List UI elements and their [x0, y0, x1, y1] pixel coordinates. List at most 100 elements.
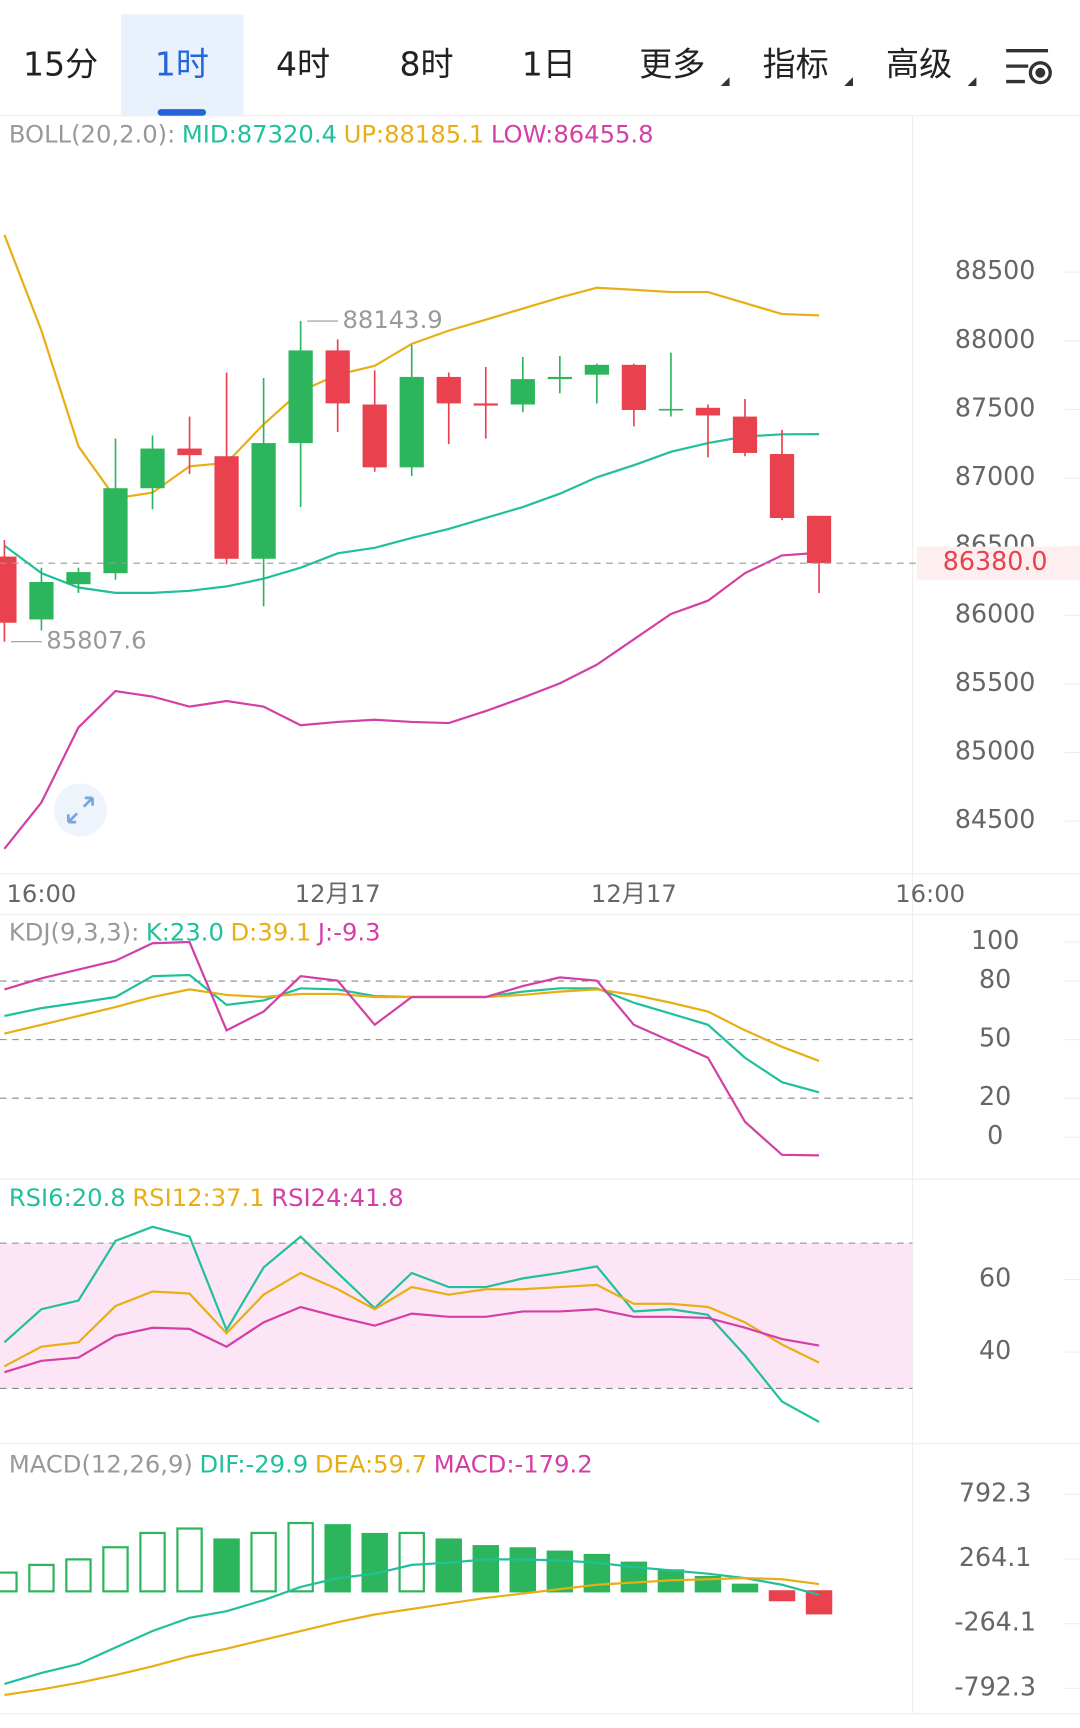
indicator-line: [3, 1271, 820, 1368]
tab[interactable]: 1时: [155, 45, 209, 84]
icon-arrows: [66, 796, 94, 824]
tab[interactable]: 15分: [23, 45, 98, 84]
legend-entry: RSI6:20.8: [9, 1183, 126, 1212]
y-tick-label: 50: [979, 1023, 1011, 1053]
icon-gear: [1028, 61, 1052, 85]
tab[interactable]: 高级: [886, 45, 952, 84]
macd-bar: [546, 1550, 574, 1593]
selected-tab-underline: [157, 109, 207, 116]
macd-bar: [139, 1531, 166, 1593]
candle-body: [0, 556, 17, 623]
x-tick-label: 16:00: [895, 879, 965, 908]
settings-icon[interactable]: [1006, 49, 1052, 85]
tab[interactable]: 8时: [399, 45, 453, 84]
last-price-box: [916, 546, 1080, 580]
y-tick-label: 0: [987, 1120, 1003, 1150]
candle-body: [732, 416, 758, 453]
y-tick-label: -792.3: [954, 1671, 1036, 1701]
y-tick-label: 85000: [955, 736, 1036, 766]
candle-body: [399, 376, 424, 468]
candle-body: [473, 403, 498, 406]
y-tick-label: 20: [979, 1081, 1011, 1111]
indicator-line: [3, 234, 820, 500]
y-tick-label: 85500: [955, 667, 1036, 697]
macd-bar: [28, 1563, 55, 1593]
tab[interactable]: 4时: [276, 45, 330, 84]
expand-icon[interactable]: [54, 783, 107, 837]
legend-entry: UP:88185.1: [344, 120, 485, 149]
macd-bar: [694, 1575, 722, 1593]
legend-title: KDJ(9,3,3):: [9, 917, 139, 946]
macd-bar: [472, 1545, 500, 1593]
macd-bar: [398, 1531, 425, 1593]
candle-body: [29, 581, 54, 620]
legend-entry: MACD:-179.2: [434, 1450, 593, 1479]
macd-bar: [287, 1521, 314, 1593]
legend: KDJ(9,3,3): K:23.0 D:39.1 J:-9.3: [9, 917, 381, 946]
candle-body: [288, 350, 313, 444]
candle-body: [510, 379, 535, 405]
candle-body: [251, 443, 276, 559]
legend-entry: RSI24:41.8: [271, 1183, 403, 1212]
macd-bar: [0, 1571, 18, 1593]
last-price-label: 86380.0: [943, 546, 1048, 576]
candle-body: [177, 448, 202, 456]
icon-bg: [54, 783, 107, 837]
x-tick-label: 12月17: [295, 879, 381, 908]
macd-bar: [65, 1558, 92, 1593]
candle-body: [806, 515, 832, 564]
candle-body: [362, 404, 387, 468]
indicator-line: [3, 551, 820, 850]
y-tick-label: 792.3: [959, 1477, 1032, 1507]
macd-bar: [509, 1547, 537, 1593]
candle-body: [621, 364, 647, 410]
indicator-line: [3, 1225, 820, 1423]
legend: MACD(12,26,9) DIF:-29.9 DEA:59.7 MACD:-179.…: [9, 1450, 593, 1479]
y-tick-label: 60: [979, 1262, 1011, 1292]
dropdown-triangle: [844, 77, 853, 86]
y-tick-label: 80: [979, 964, 1011, 994]
macd-bar: [213, 1538, 240, 1593]
macd-bar: [176, 1527, 203, 1593]
legend: RSI6:20.8 RSI12:37.1 RSI24:41.8: [9, 1183, 404, 1212]
legend-entry: D:39.1: [231, 917, 312, 946]
macd-bar: [324, 1524, 351, 1593]
candle-body: [658, 408, 684, 411]
y-tick-label: 40: [979, 1335, 1011, 1365]
macd-bar: [731, 1583, 759, 1593]
icon-gear-center: [1035, 67, 1046, 78]
y-tick-label: 84500: [955, 804, 1036, 834]
x-tick-label: 16:00: [7, 879, 77, 908]
legend-entry: MID:87320.4: [182, 120, 337, 149]
y-tick-label: 86000: [955, 598, 1036, 628]
candle-body: [769, 454, 795, 519]
legend-entry: J:-9.3: [316, 917, 381, 946]
x-tick-label: 12月17: [591, 879, 677, 908]
candle-body: [214, 456, 239, 559]
legend-entry: RSI12:37.1: [132, 1183, 264, 1212]
candle-body: [547, 376, 572, 380]
candle-body: [436, 376, 461, 404]
macd-bar: [435, 1538, 462, 1593]
y-tick-label: 88000: [955, 324, 1036, 354]
macd-bar: [102, 1546, 129, 1593]
tab[interactable]: 更多: [639, 45, 705, 84]
legend-title: BOLL(20,2.0):: [9, 120, 175, 149]
candle-body: [103, 488, 128, 574]
macd-bar: [250, 1531, 277, 1593]
y-tick-label: -264.1: [954, 1607, 1036, 1637]
candle-body: [325, 350, 350, 404]
indicator-line: [4, 940, 820, 1157]
tab[interactable]: 指标: [763, 45, 829, 84]
selected-tab-bg: [121, 14, 244, 116]
legend-entry: DIF:-29.9: [199, 1450, 308, 1479]
legend-title: MACD(12,26,9): [9, 1450, 193, 1479]
tab[interactable]: 1日: [522, 45, 576, 84]
candle-body: [695, 407, 721, 416]
indicator-line: [4, 1558, 820, 1685]
legend-entry: LOW:86455.8: [491, 120, 654, 149]
macd-bar: [361, 1532, 388, 1593]
